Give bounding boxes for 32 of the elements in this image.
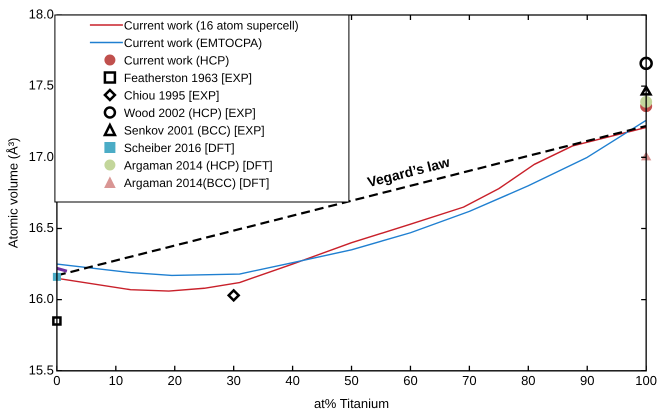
legend-label: Wood 2002 (HCP) [EXP] xyxy=(124,106,256,120)
y-tick-label: 16.5 xyxy=(28,220,54,236)
y-axis-title: Atomic volume (Å³) xyxy=(5,138,20,248)
x-tick-label: 30 xyxy=(226,373,241,388)
point xyxy=(52,316,62,326)
legend-label: Featherston 1963 [EXP] xyxy=(124,70,252,85)
x-tick-label: 10 xyxy=(108,373,124,388)
x-tick-label: 50 xyxy=(344,373,359,388)
legend-label: Chiou 1995 [EXP] xyxy=(124,88,220,102)
x-tick-label: 70 xyxy=(462,373,477,388)
annotation: Vegard’s law xyxy=(366,154,452,190)
y-tick-label: 18.0 xyxy=(28,6,54,22)
legend-label: Senkov 2001 (BCC) [EXP] xyxy=(124,123,265,138)
legend-label: Scheiber 2016 [DFT] xyxy=(124,140,235,155)
legend-label: Current work (HCP) xyxy=(124,53,230,68)
point xyxy=(227,289,240,302)
y-tick-label: 15.5 xyxy=(28,362,54,378)
y-tick-label: 17.5 xyxy=(28,78,54,93)
x-tick-label: 0 xyxy=(53,373,61,388)
x-tick-label: 40 xyxy=(285,373,300,388)
x-tick-label: 100 xyxy=(635,373,658,388)
y-tick-label: 16.0 xyxy=(28,291,54,306)
legend-label: Argaman 2014 (HCP) [DFT] xyxy=(124,158,273,172)
x-tick-label: 90 xyxy=(580,373,594,388)
x-axis-title: at% Titanium xyxy=(314,396,390,411)
legend-label: Current work (EMTOCPA) xyxy=(124,36,262,50)
legend-label: Current work (16 atom supercell) xyxy=(124,18,299,32)
x-tick-label: 80 xyxy=(521,373,536,388)
legend-label: Argaman 2014(BCC) [DFT] xyxy=(124,176,270,190)
x-tick-label: 20 xyxy=(168,373,182,388)
x-tick-label: 60 xyxy=(403,373,418,388)
y-tick-label: 17.0 xyxy=(28,148,54,164)
